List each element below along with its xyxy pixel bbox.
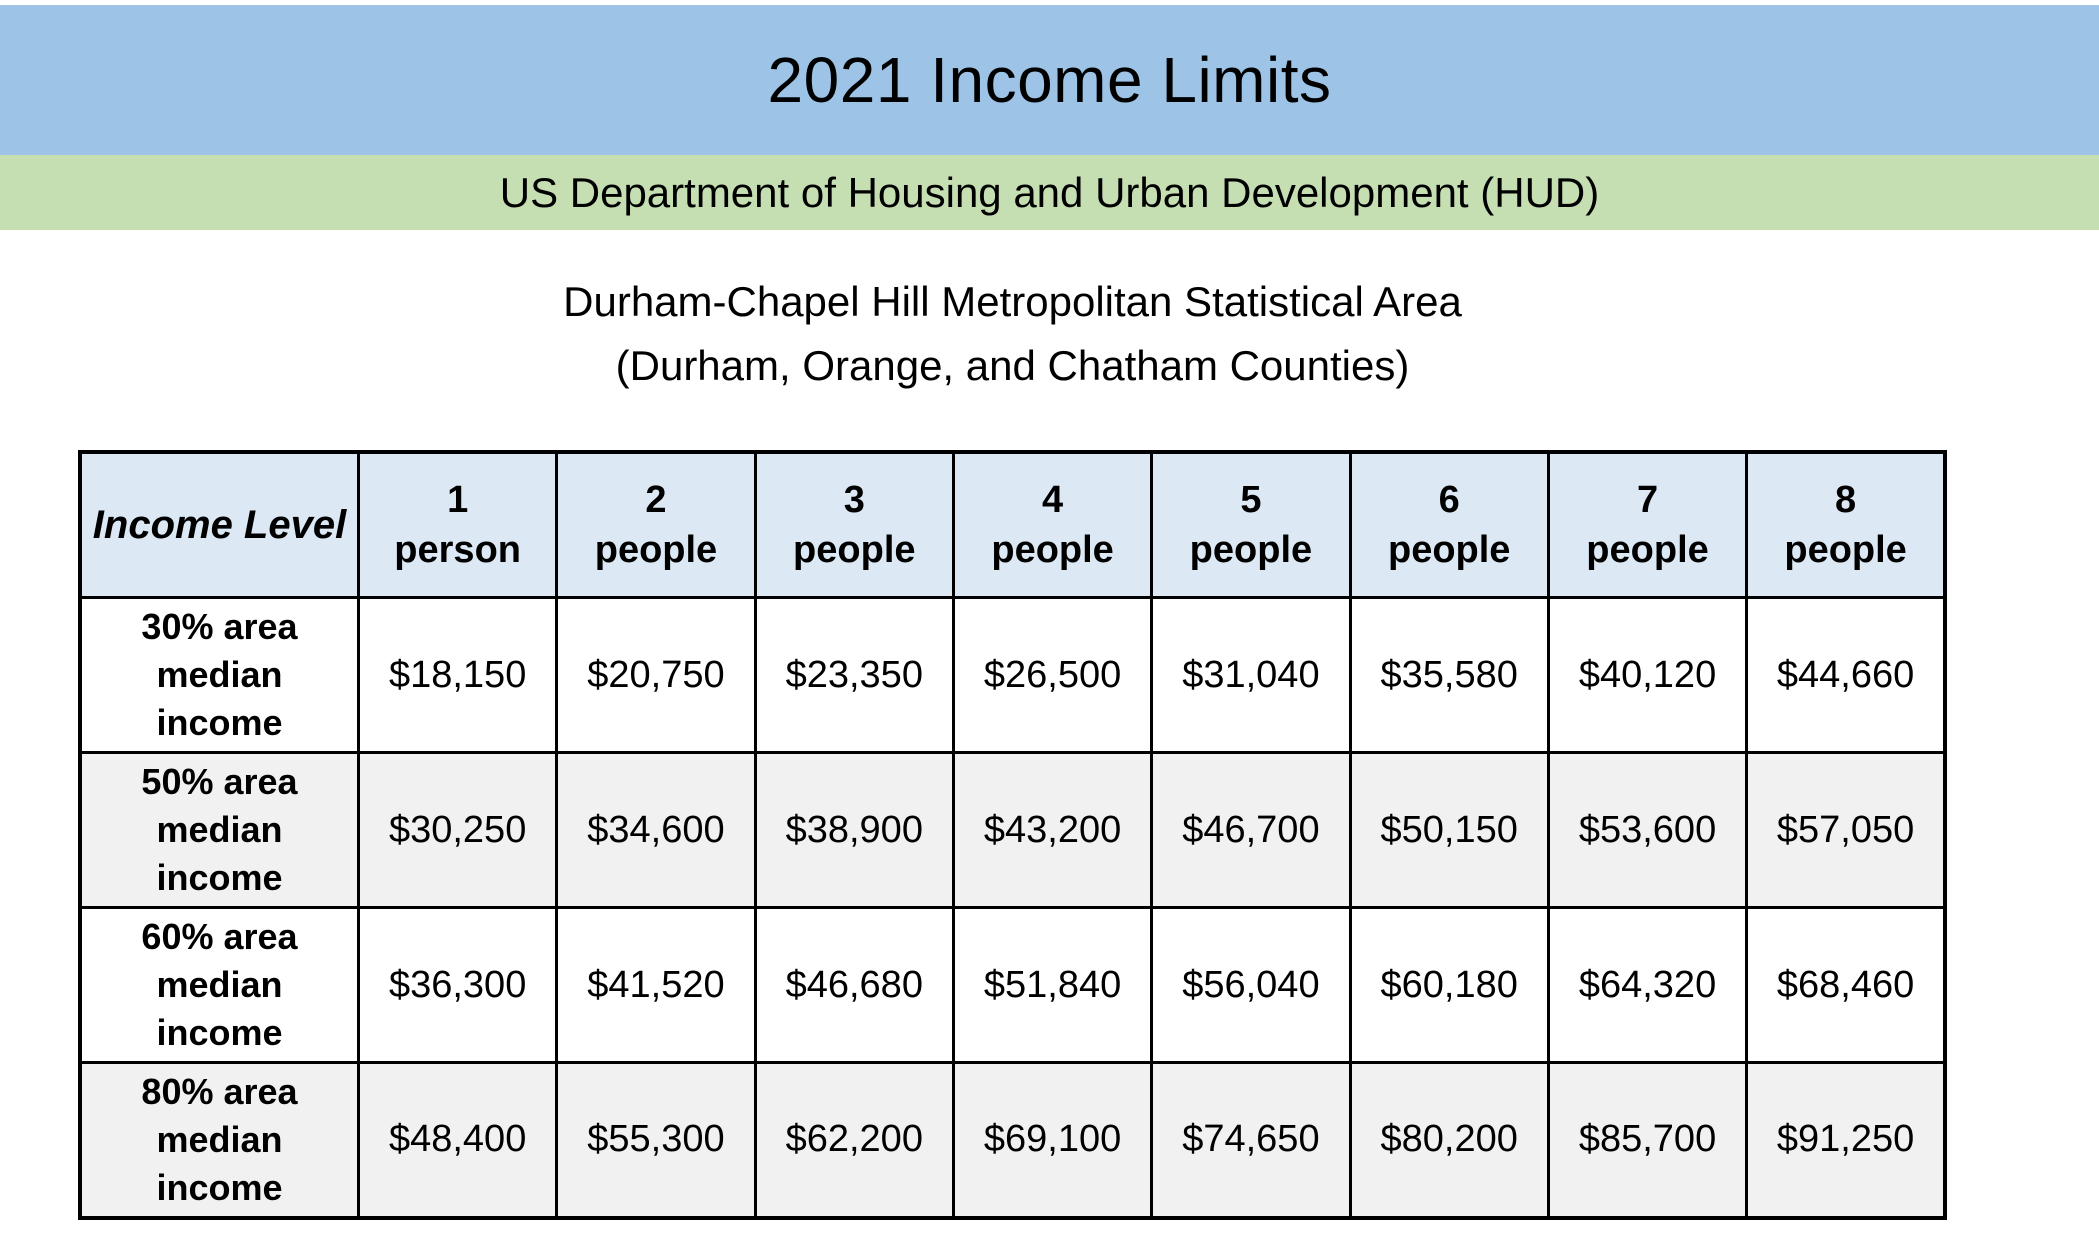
column-header-8-people: 8 people	[1745, 450, 1947, 599]
subtitle-band: US Department of Housing and Urban Devel…	[0, 155, 2099, 230]
income-value-cell: $69,100	[951, 1061, 1154, 1219]
row-label-50-percent: 50% area median income	[78, 751, 360, 909]
income-value-cell: $91,250	[1745, 1061, 1947, 1219]
income-value-cell: $74,650	[1150, 1061, 1352, 1219]
area-title: Durham-Chapel Hill Metropolitan Statisti…	[78, 270, 1947, 398]
page-title: 2021 Income Limits	[767, 44, 1332, 116]
income-value-cell: $35,580	[1348, 596, 1550, 754]
column-header-1-person: 1 person	[356, 450, 559, 599]
area-title-line-2: (Durham, Orange, and Chatham Counties)	[615, 342, 1410, 389]
income-value-cell: $34,600	[555, 751, 757, 909]
area-title-line-1: Durham-Chapel Hill Metropolitan Statisti…	[563, 278, 1462, 325]
table-row-80-percent-ami: 80% area median income $48,400 $55,300 $…	[78, 1061, 1947, 1219]
income-value-cell: $50,150	[1348, 751, 1550, 909]
income-value-cell: $85,700	[1546, 1061, 1749, 1219]
income-value-cell: $20,750	[555, 596, 757, 754]
income-value-cell: $55,300	[555, 1061, 757, 1219]
column-header-6-people: 6 people	[1348, 450, 1550, 599]
income-value-cell: $43,200	[951, 751, 1154, 909]
income-value-cell: $64,320	[1546, 906, 1749, 1064]
income-value-cell: $80,200	[1348, 1061, 1550, 1219]
income-value-cell: $30,250	[356, 751, 559, 909]
income-value-cell: $26,500	[951, 596, 1154, 754]
income-value-cell: $31,040	[1150, 596, 1352, 754]
income-value-cell: $53,600	[1546, 751, 1749, 909]
income-value-cell: $41,520	[555, 906, 757, 1064]
income-value-cell: $60,180	[1348, 906, 1550, 1064]
row-label-30-percent: 30% area median income	[78, 596, 360, 754]
income-value-cell: $56,040	[1150, 906, 1352, 1064]
table-row-50-percent-ami: 50% area median income $30,250 $34,600 $…	[78, 751, 1947, 909]
income-value-cell: $38,900	[753, 751, 955, 909]
income-value-cell: $68,460	[1745, 906, 1947, 1064]
column-header-4-people: 4 people	[951, 450, 1154, 599]
income-value-cell: $46,680	[753, 906, 955, 1064]
income-value-cell: $46,700	[1150, 751, 1352, 909]
column-header-3-people: 3 people	[753, 450, 955, 599]
income-limits-table: Income Level 1 person 2 people 3 people …	[78, 450, 1947, 1220]
column-header-7-people: 7 people	[1546, 450, 1749, 599]
income-value-cell: $23,350	[753, 596, 955, 754]
income-value-cell: $18,150	[356, 596, 559, 754]
column-header-income-level: Income Level	[78, 450, 360, 599]
income-value-cell: $51,840	[951, 906, 1154, 1064]
page-subtitle: US Department of Housing and Urban Devel…	[499, 168, 1600, 216]
income-value-cell: $48,400	[356, 1061, 559, 1219]
table-row-30-percent-ami: 30% area median income $18,150 $20,750 $…	[78, 596, 1947, 754]
income-value-cell: $36,300	[356, 906, 559, 1064]
row-label-60-percent: 60% area median income	[78, 906, 360, 1064]
column-header-5-people: 5 people	[1150, 450, 1352, 599]
row-label-80-percent: 80% area median income	[78, 1061, 360, 1219]
table-header-row: Income Level 1 person 2 people 3 people …	[78, 450, 1947, 599]
title-band: 2021 Income Limits	[0, 5, 2099, 155]
income-value-cell: $62,200	[753, 1061, 955, 1219]
income-value-cell: $57,050	[1745, 751, 1947, 909]
table-row-60-percent-ami: 60% area median income $36,300 $41,520 $…	[78, 906, 1947, 1064]
income-value-cell: $40,120	[1546, 596, 1749, 754]
income-value-cell: $44,660	[1745, 596, 1947, 754]
column-header-2-people: 2 people	[555, 450, 757, 599]
